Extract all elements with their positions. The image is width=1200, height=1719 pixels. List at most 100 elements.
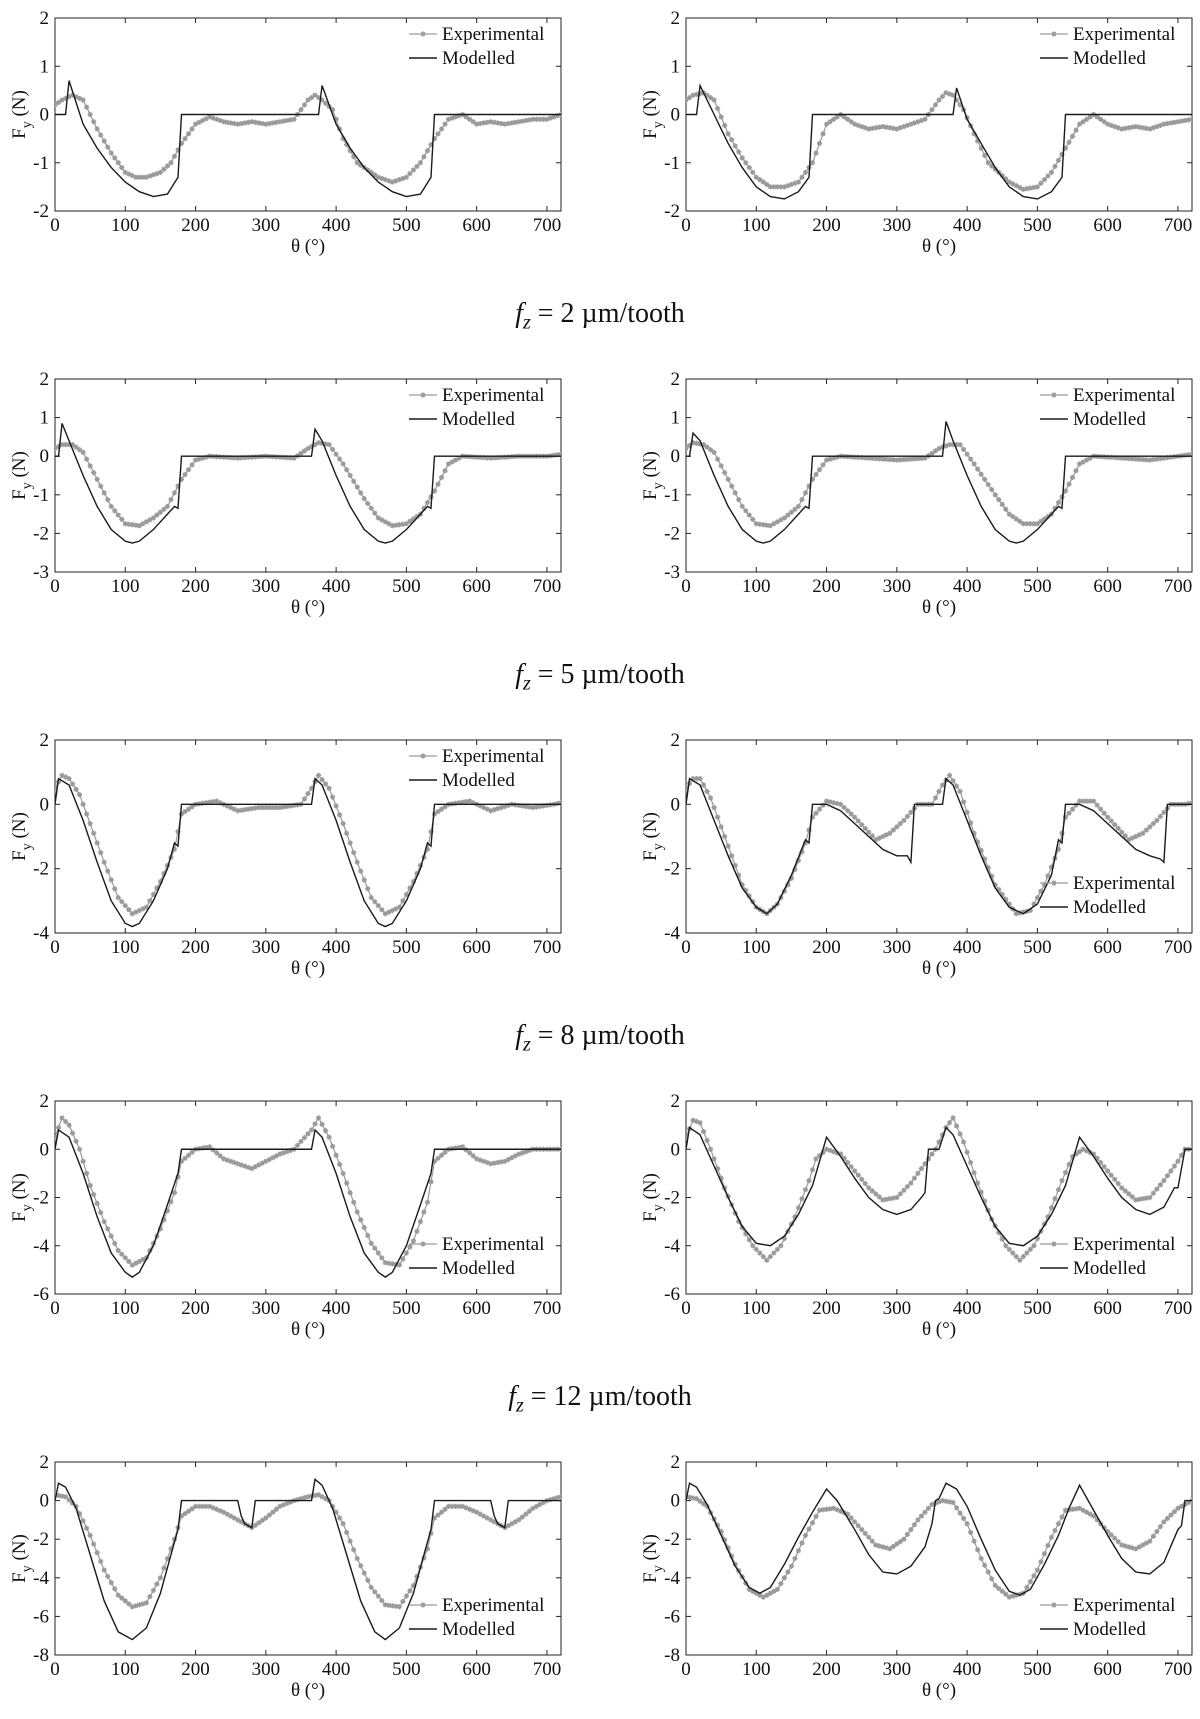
experimental-point [697,1498,703,1504]
experimental-point [73,786,79,792]
experimental-point [781,888,787,894]
y-tick-label: -1 [664,485,680,506]
experimental-point [358,1563,364,1569]
experimental-point [1045,513,1051,520]
experimental-point [488,119,494,125]
y-tick-label: 0 [40,794,50,815]
experimental-point [859,455,865,461]
experimental-point [76,95,83,102]
experimental-point [164,1555,171,1562]
experimental-point [1185,117,1192,123]
x-tick-label: 400 [953,1298,982,1319]
experimental-point [266,1512,272,1518]
experimental-point [263,121,269,127]
experimental-point [929,1501,935,1508]
experimental-point [1076,121,1083,127]
experimental-point [960,1515,967,1522]
x-tick-label: 500 [1023,1298,1052,1319]
experimental-point [242,807,248,813]
experimental-point [221,119,227,125]
experimental-point [971,830,977,836]
experimental-point [971,1538,977,1544]
experimental-point [488,808,494,814]
experimental-point [806,483,812,489]
experimental-point [904,1531,910,1537]
experimental-point [1048,1205,1055,1211]
experimental-point [305,791,311,797]
experimental-point [119,516,125,523]
experimental-point [474,454,480,460]
experimental-point [168,1199,174,1205]
experimental-point [491,1160,497,1166]
experimental-point [245,1164,251,1170]
experimental-point [1115,825,1121,832]
x-tick-label: 400 [322,1659,351,1680]
experimental-point [147,517,153,523]
series-experimental [55,1115,561,1268]
experimental-point [1013,1592,1019,1598]
experimental-point [214,1506,220,1512]
experimental-point [792,866,798,873]
experimental-line [686,442,1192,527]
experimental-point [396,1262,402,1268]
experimental-point [1017,910,1023,916]
experimental-point [890,125,896,131]
experimental-point [1126,1191,1132,1197]
experimental-point [228,804,234,811]
experimental-point [136,523,142,529]
x-tick-label: 400 [953,937,982,958]
x-tick-label: 500 [392,215,421,236]
experimental-point [838,801,844,807]
experimental-point [221,1509,227,1515]
experimental-point [697,1120,703,1126]
experimental-point [449,1503,455,1509]
modelled-line [55,777,561,928]
experimental-point [950,1499,956,1506]
x-tick-label: 100 [742,576,771,597]
x-tick-label: 600 [1093,1298,1122,1319]
experimental-point [319,1494,325,1500]
experimental-point [1178,1503,1185,1509]
experimental-point [217,800,223,806]
experimental-point [386,178,392,184]
experimental-point [242,1163,248,1169]
experimental-point [101,490,107,496]
experimental-point [91,1541,97,1547]
experimental-point [498,120,504,127]
experimental-point [813,1156,819,1162]
experimental-point [785,1569,791,1575]
experimental-point [1136,124,1142,130]
experimental-point [838,1151,844,1157]
experimental-point [421,1209,427,1215]
experimental-point [449,459,455,465]
experimental-point [876,1194,882,1200]
experimental-point [799,1196,805,1202]
series-modelled [686,421,1192,544]
experimental-point [175,483,181,489]
experimental-point [379,517,385,523]
experimental-point [852,1168,858,1174]
experimental-point [982,1562,988,1568]
experimental-point [178,140,185,147]
experimental-point [1105,121,1111,127]
y-tick-label: -1 [33,485,49,506]
y-axis-label: Fy (N) [9,1173,35,1222]
x-tick-label: 400 [322,215,351,236]
experimental-point [256,120,262,126]
experimental-point [792,506,798,512]
experimental-point [484,806,490,812]
experimental-point [1094,1517,1100,1523]
experimental-point [319,440,325,446]
experimental-point [217,1153,223,1159]
experimental-point [396,904,402,910]
experimental-point [456,800,462,806]
series-experimental [55,772,561,917]
x-tick-label: 0 [681,1659,691,1680]
legend-experimental-label: Experimental [1073,873,1175,894]
experimental-point [428,829,434,835]
experimental-point [80,801,86,807]
experimental-point [284,1500,290,1507]
experimental-point [1076,798,1083,804]
experimental-point [1119,829,1125,835]
y-tick-label: 1 [40,56,50,77]
